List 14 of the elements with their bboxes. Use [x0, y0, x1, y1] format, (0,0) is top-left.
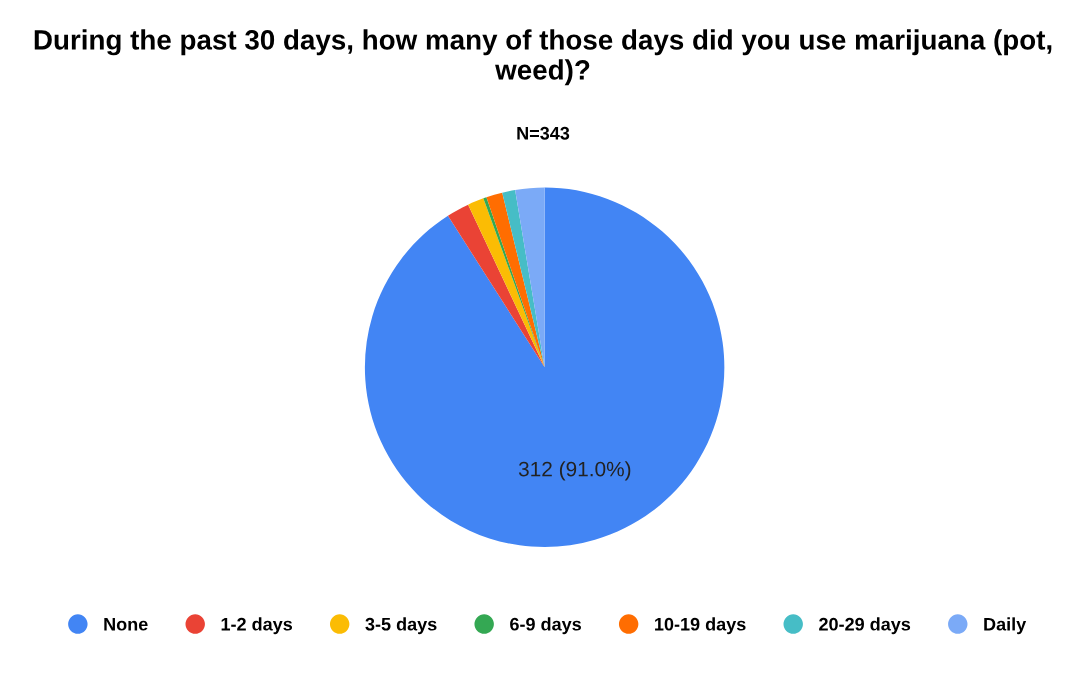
chart-subtitle: N=343 [517, 126, 570, 140]
legend-label: 6-9 days [510, 617, 581, 635]
legend-label: Daily [984, 617, 1027, 635]
chart-title: During the past 30 days, how many of those days did you use marijuana (pot, weed)? [34, 29, 1052, 86]
legend-label: 3-5 days [365, 617, 437, 635]
pie-slice [364, 187, 725, 548]
legend-label: 10-19 days [655, 617, 746, 635]
data-label: 312 (91.0%) [518, 461, 631, 481]
legend-label: 1-2 days [221, 617, 293, 635]
pie-slice [468, 198, 545, 368]
legend-label: None [104, 617, 148, 631]
legend-label: 20-29 days [819, 617, 911, 635]
pie-slice [447, 204, 545, 368]
pie-slice [515, 187, 545, 368]
